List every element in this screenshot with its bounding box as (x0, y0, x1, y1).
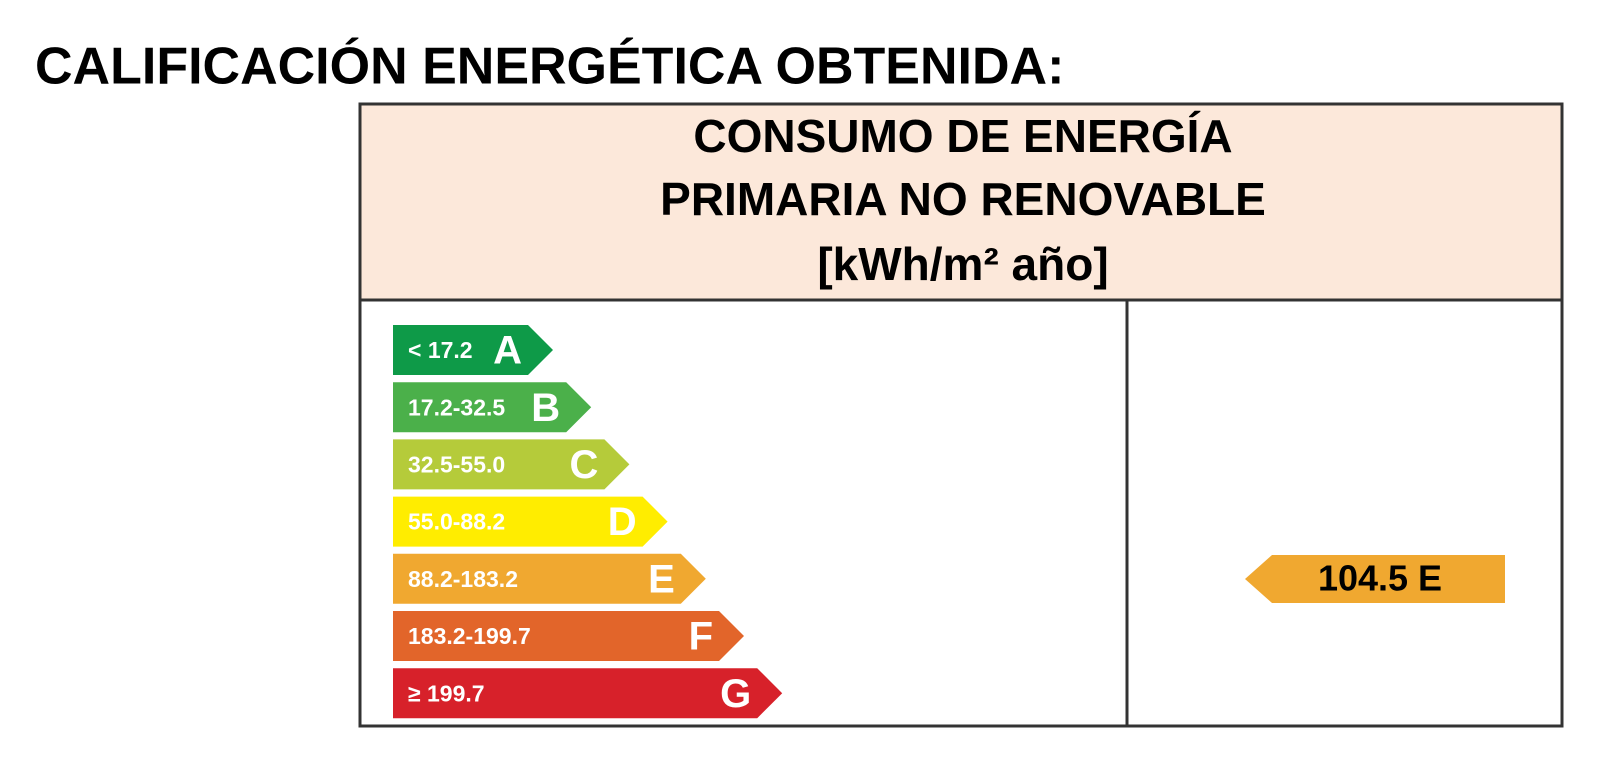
class-arrow (393, 553, 706, 604)
class-arrow (393, 611, 744, 661)
rating-arrow (1245, 555, 1505, 603)
table-header (358, 102, 1564, 302)
title: CALIFICACIÓN ENERGÉTICA OBTENIDA: (35, 38, 1064, 96)
class-arrow (393, 325, 553, 375)
class-letter: D (608, 500, 637, 544)
class-range: 17.2-32.5 (408, 394, 505, 420)
class-letter: F (689, 615, 713, 659)
class-arrow (393, 382, 592, 433)
class-letter: C (570, 443, 599, 487)
class-arrow (393, 668, 783, 719)
class-range: 32.5-55.0 (408, 451, 505, 477)
class-range: < 17.2 (408, 337, 473, 363)
class-arrow (393, 496, 668, 547)
class-letter: B (531, 386, 560, 430)
class-range: 183.2-199.7 (408, 623, 531, 649)
class-letter: A (493, 329, 522, 373)
class-range: 55.0-88.2 (408, 509, 505, 535)
class-letter: G (720, 672, 751, 716)
header-line: PRIMARIA NO RENOVABLE (660, 173, 1266, 225)
class-arrow (393, 439, 630, 490)
class-letter: E (648, 557, 675, 601)
class-range: 88.2-183.2 (408, 566, 518, 592)
class-range: ≥ 199.7 (408, 680, 485, 706)
rating-label: 104.5 E (1318, 558, 1442, 599)
header-line: [kWh/m² año] (817, 238, 1108, 290)
header-line: CONSUMO DE ENERGÍA (693, 110, 1232, 162)
